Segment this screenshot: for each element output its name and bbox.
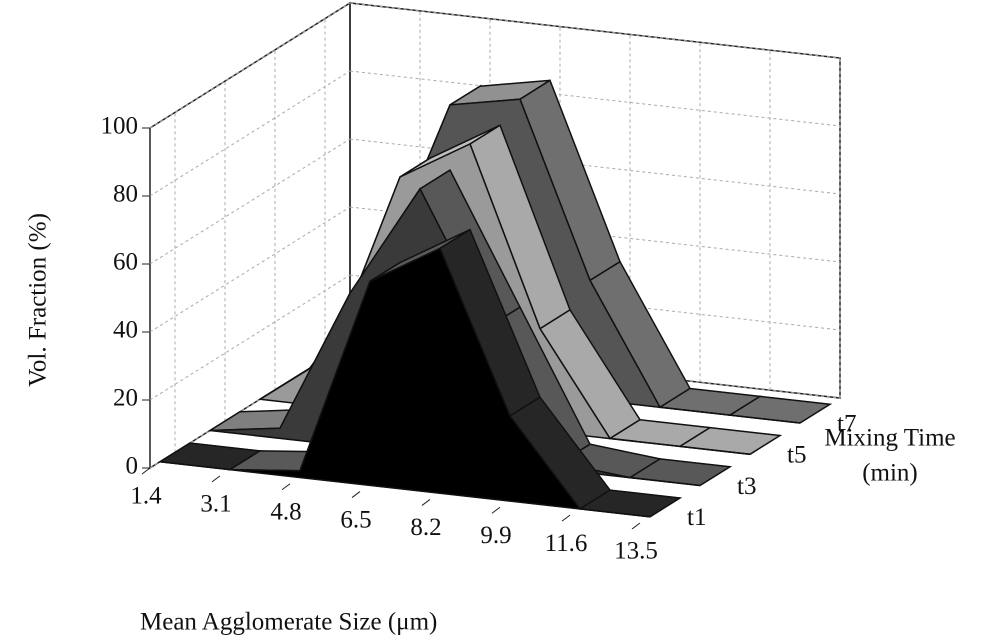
x-tick-label: 8.2 — [410, 514, 441, 541]
y-tick-label: 0 — [126, 453, 139, 480]
x-tick-label: 3.1 — [200, 491, 231, 518]
z-tick-label: t3 — [737, 473, 756, 500]
x-tick — [421, 499, 431, 506]
x-tick — [351, 491, 361, 498]
x-tick — [491, 506, 501, 514]
x-tick-label: 4.8 — [270, 498, 301, 525]
y-tick-label: 40 — [113, 317, 138, 344]
x-tick-label: 13.5 — [614, 538, 658, 565]
x-tick — [631, 522, 641, 530]
grid-line — [149, 70, 351, 197]
x-tick — [561, 514, 571, 522]
x-axis-title: Mean Agglomerate Size (μm) — [140, 609, 437, 636]
x-tick — [211, 475, 221, 483]
x-tick-label: 1.4 — [130, 483, 162, 510]
grid-line — [349, 138, 841, 195]
grid-line — [149, 138, 351, 265]
y-tick-label: 60 — [113, 249, 138, 276]
z-axis-title: (min) — [862, 460, 918, 487]
z-tick-label: t1 — [687, 504, 706, 531]
x-tick-label: 6.5 — [340, 506, 371, 533]
y-tick-label: 20 — [113, 385, 138, 412]
z-tick-label: t5 — [787, 442, 806, 469]
x-tick — [141, 467, 151, 475]
grid-line — [349, 2, 841, 59]
grid-line — [149, 206, 351, 333]
y-tick-label: 80 — [113, 181, 138, 208]
ribbon-front — [159, 247, 651, 518]
x-tick — [281, 483, 291, 491]
x-tick-label: 9.9 — [480, 522, 511, 549]
y-axis-title: Vol. Fraction (%) — [25, 213, 52, 387]
grid-line — [349, 70, 841, 127]
z-tick-label: t7 — [837, 410, 856, 437]
y-tick-label: 100 — [101, 113, 139, 140]
z-axis-title: Mixing Time — [824, 425, 955, 452]
x-tick-label: 11.6 — [545, 530, 588, 557]
